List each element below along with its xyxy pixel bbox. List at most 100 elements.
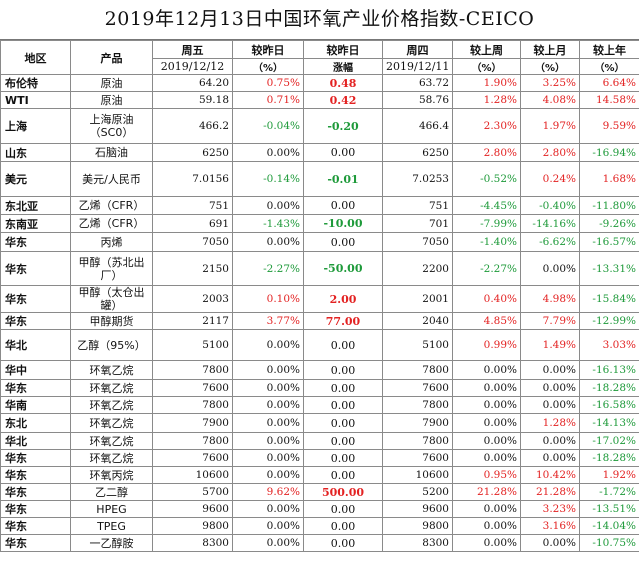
cell-year-change: -16.94% <box>579 143 639 162</box>
cell-day-change-pct: 0.75% <box>232 74 304 92</box>
cell-fri-price: 691 <box>152 214 233 233</box>
cell-product: 一乙醇胺 <box>70 534 153 552</box>
header-thu-date: 2019/12/11 <box>382 58 453 75</box>
cell-thu-price: 10600 <box>382 466 453 484</box>
cell-fri-price: 59.18 <box>152 91 233 109</box>
cell-fri-price: 7800 <box>152 396 233 414</box>
cell-day-change: 0.00 <box>303 232 383 252</box>
cell-thu-price: 466.4 <box>382 108 453 144</box>
cell-day-change-pct: -0.04% <box>232 108 304 144</box>
cell-day-change: 0.00 <box>303 534 383 552</box>
cell-year-change: 6.64% <box>579 74 639 92</box>
cell-day-change-pct: 0.00% <box>232 232 304 252</box>
cell-fri-price: 7600 <box>152 379 233 397</box>
cell-month-change: 0.00% <box>520 534 580 552</box>
cell-region: 山东 <box>0 143 71 162</box>
table-row: 华中 环氧乙烷 7800 0.00% 0.00 7800 0.00% 0.00% -16.13% <box>0 360 639 380</box>
cell-month-change: 7.79% <box>520 312 580 330</box>
cell-year-change: -18.28% <box>579 379 639 397</box>
cell-month-change: 0.00% <box>520 379 580 397</box>
cell-fri-price: 10600 <box>152 466 233 484</box>
cell-month-change: 21.28% <box>520 483 580 501</box>
cell-week-change: 21.28% <box>452 483 521 501</box>
cell-thu-price: 2001 <box>382 285 453 313</box>
cell-product: 环氧乙烷 <box>70 360 153 380</box>
cell-month-change: -0.40% <box>520 196 580 215</box>
cell-year-change: -14.13% <box>579 413 639 433</box>
cell-year-change: -9.26% <box>579 214 639 233</box>
cell-year-change: 9.59% <box>579 108 639 144</box>
cell-week-change: 0.00% <box>452 396 521 414</box>
cell-week-change: 4.85% <box>452 312 521 330</box>
cell-week-change: 1.28% <box>452 91 521 109</box>
cell-day-change: 0.00 <box>303 449 383 467</box>
cell-week-change: 0.00% <box>452 534 521 552</box>
cell-year-change: 14.58% <box>579 91 639 109</box>
header-fri-date: 2019/12/12 <box>152 58 233 75</box>
cell-day-change-pct: 0.00% <box>232 517 304 535</box>
cell-day-change: 0.00 <box>303 413 383 433</box>
table-row: 东北亚 乙烯（CFR） 751 0.00% 0.00 751 -4.45% -0.40% -11… <box>0 196 639 215</box>
cell-day-change: 0.00 <box>303 432 383 450</box>
cell-thu-price: 9800 <box>382 517 453 535</box>
cell-thu-price: 6250 <box>382 143 453 162</box>
cell-day-change-pct: 0.00% <box>232 432 304 450</box>
cell-day-change: 0.00 <box>303 466 383 484</box>
header-vs-prev-day-2: 较昨日 <box>303 40 383 59</box>
cell-region: 华南 <box>0 396 71 414</box>
cell-day-change-pct: 0.00% <box>232 196 304 215</box>
cell-month-change: 10.42% <box>520 466 580 484</box>
cell-week-change: 2.80% <box>452 143 521 162</box>
cell-region: 东北亚 <box>0 196 71 215</box>
table-row: 东北 环氧乙烷 7900 0.00% 0.00 7900 0.00% 1.28% -14.13% <box>0 413 639 433</box>
cell-week-change: 0.95% <box>452 466 521 484</box>
cell-day-change-pct: 0.00% <box>232 329 304 361</box>
cell-day-change: 77.00 <box>303 312 383 330</box>
cell-region: 华东 <box>0 500 71 518</box>
cell-year-change: -11.80% <box>579 196 639 215</box>
cell-year-change: -16.58% <box>579 396 639 414</box>
cell-year-change: -14.04% <box>579 517 639 535</box>
cell-week-change: -7.99% <box>452 214 521 233</box>
cell-day-change-pct: 0.00% <box>232 466 304 484</box>
cell-day-change: 0.00 <box>303 196 383 215</box>
header-vs-year: 较上年 <box>579 40 639 59</box>
cell-year-change: -12.99% <box>579 312 639 330</box>
header-vs-month-unit: （%） <box>520 58 580 75</box>
cell-week-change: 0.00% <box>452 413 521 433</box>
cell-fri-price: 7050 <box>152 232 233 252</box>
cell-week-change: 0.40% <box>452 285 521 313</box>
cell-fri-price: 7900 <box>152 413 233 433</box>
cell-thu-price: 2040 <box>382 312 453 330</box>
header-thu: 周四 <box>382 40 453 59</box>
cell-week-change: 0.00% <box>452 360 521 380</box>
table-row: 东南亚 乙烯（CFR） 691 -1.43% -10.00 701 -7.99% -14.16… <box>0 214 639 233</box>
cell-month-change: 3.23% <box>520 500 580 518</box>
cell-product: 丙烯 <box>70 232 153 252</box>
cell-region: 华东 <box>0 483 71 501</box>
cell-region: 华东 <box>0 449 71 467</box>
cell-day-change: -50.00 <box>303 251 383 286</box>
table-row: 华东 一乙醇胺 8300 0.00% 0.00 8300 0.00% 0.00% -10.75% <box>0 534 639 552</box>
cell-week-change: 0.00% <box>452 379 521 397</box>
cell-month-change: 0.00% <box>520 449 580 467</box>
table-row: 山东 石脑油 6250 0.00% 0.00 6250 2.80% 2.80% -16.94% <box>0 143 639 162</box>
cell-region: 华东 <box>0 232 71 252</box>
cell-region: 上海 <box>0 108 71 144</box>
cell-year-change: -1.72% <box>579 483 639 501</box>
cell-year-change: -13.51% <box>579 500 639 518</box>
cell-day-change: -0.01 <box>303 161 383 197</box>
cell-day-change: 0.00 <box>303 396 383 414</box>
cell-year-change: -18.28% <box>579 449 639 467</box>
cell-week-change: -4.45% <box>452 196 521 215</box>
cell-week-change: -1.40% <box>452 232 521 252</box>
table-row: 华东 环氧乙烷 7600 0.00% 0.00 7600 0.00% 0.00% -18.28% <box>0 379 639 397</box>
cell-region: 华东 <box>0 517 71 535</box>
cell-region: WTI <box>0 91 71 109</box>
cell-month-change: 0.00% <box>520 251 580 286</box>
cell-day-change: 2.00 <box>303 285 383 313</box>
cell-thu-price: 7800 <box>382 396 453 414</box>
cell-week-change: 0.00% <box>452 449 521 467</box>
cell-fri-price: 8300 <box>152 534 233 552</box>
cell-fri-price: 9600 <box>152 500 233 518</box>
